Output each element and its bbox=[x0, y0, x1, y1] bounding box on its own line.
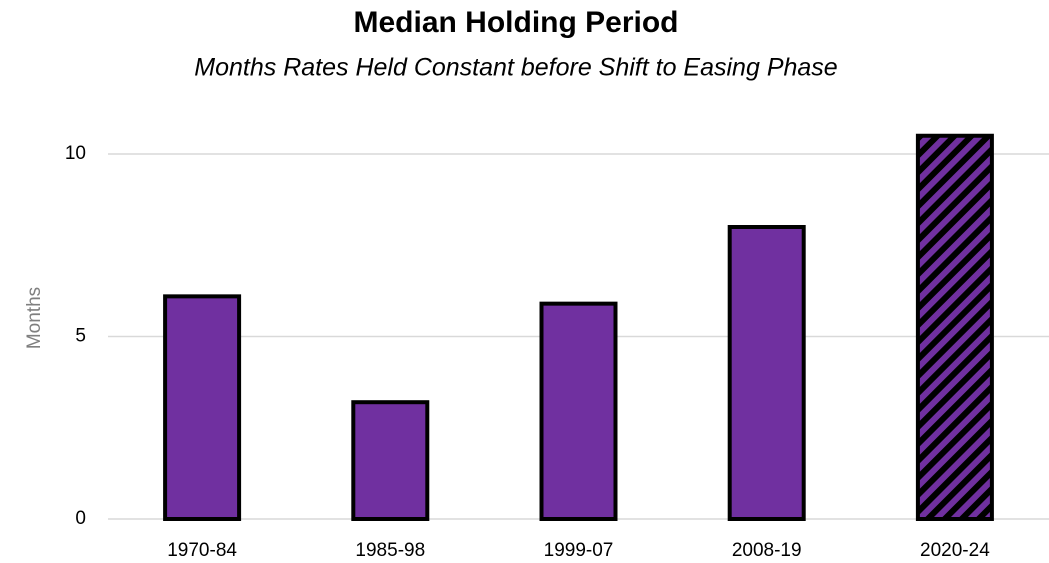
y-tick-label: 10 bbox=[65, 143, 86, 164]
chart-subtitle: Months Rates Held Constant before Shift … bbox=[194, 54, 837, 82]
x-tick-label: 2008-19 bbox=[732, 540, 802, 561]
y-axis-label: Months bbox=[24, 287, 45, 349]
bar bbox=[539, 301, 618, 521]
x-tick-label: 1970-84 bbox=[167, 540, 237, 561]
bar bbox=[727, 225, 806, 521]
bar bbox=[351, 400, 430, 522]
y-tick-label: 0 bbox=[75, 508, 86, 529]
x-tick-label: 1999-07 bbox=[544, 540, 614, 561]
bar bbox=[163, 294, 242, 521]
bar bbox=[915, 133, 994, 521]
x-tick-label: 2020-24 bbox=[920, 540, 990, 561]
y-tick-label: 5 bbox=[75, 326, 86, 347]
x-tick-label: 1985-98 bbox=[355, 540, 425, 561]
chart-title: Median Holding Period bbox=[353, 6, 678, 39]
